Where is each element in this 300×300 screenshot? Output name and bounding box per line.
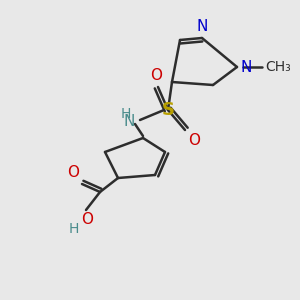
Text: H: H	[121, 107, 131, 121]
Text: N: N	[196, 19, 208, 34]
Text: O: O	[67, 165, 79, 180]
Text: O: O	[188, 133, 200, 148]
Text: H: H	[69, 222, 79, 236]
Text: CH₃: CH₃	[265, 60, 291, 74]
Text: O: O	[150, 68, 162, 83]
Text: N: N	[124, 115, 135, 130]
Text: S: S	[161, 101, 175, 119]
Text: N: N	[240, 59, 251, 74]
Text: O: O	[81, 212, 93, 227]
